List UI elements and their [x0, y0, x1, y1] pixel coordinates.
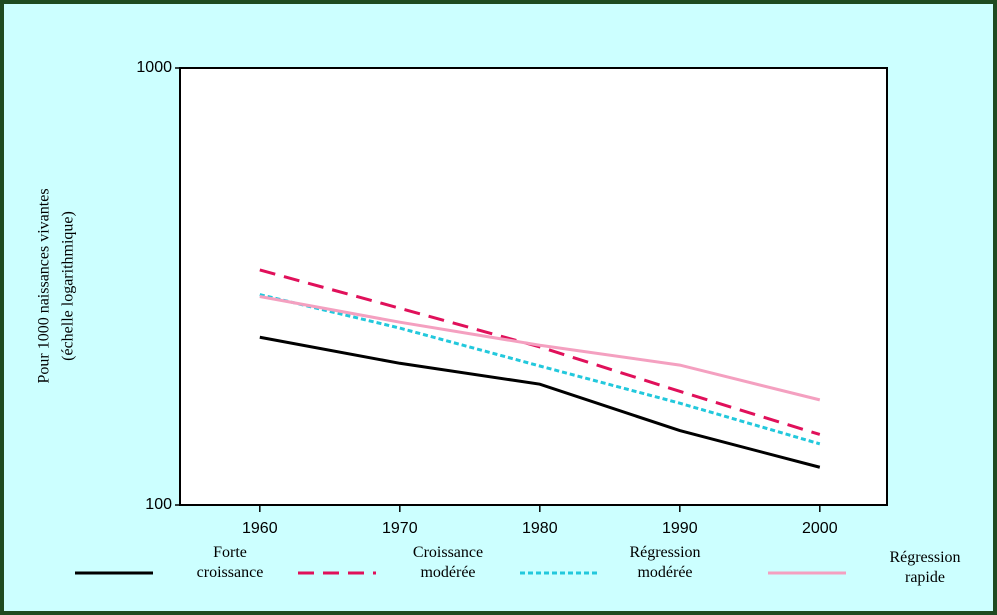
series-line [259, 293, 821, 446]
legend-label: Croissance modérée [412, 544, 484, 581]
y-tick-label: 100 [145, 496, 172, 513]
y-tick-label: 1000 [136, 59, 172, 76]
x-tick-label: 1960 [242, 520, 278, 537]
x-tick-label: 2000 [802, 520, 838, 537]
x-tick-label: 1990 [662, 520, 698, 537]
series-line [259, 268, 821, 436]
plot-area [179, 67, 888, 506]
series-line [259, 335, 821, 469]
legend-label: Régression rapide [889, 549, 961, 586]
x-tick-label: 1970 [382, 520, 418, 537]
legend-label: Forte croissance [196, 544, 264, 581]
x-tick-label: 1980 [522, 520, 558, 537]
y-axis-label: (échelle logarithmique) [60, 211, 77, 361]
series-line [259, 295, 821, 402]
legend-label: Régression modérée [629, 544, 701, 581]
y-axis-label: Pour 1000 naissances vivantes [36, 188, 53, 383]
